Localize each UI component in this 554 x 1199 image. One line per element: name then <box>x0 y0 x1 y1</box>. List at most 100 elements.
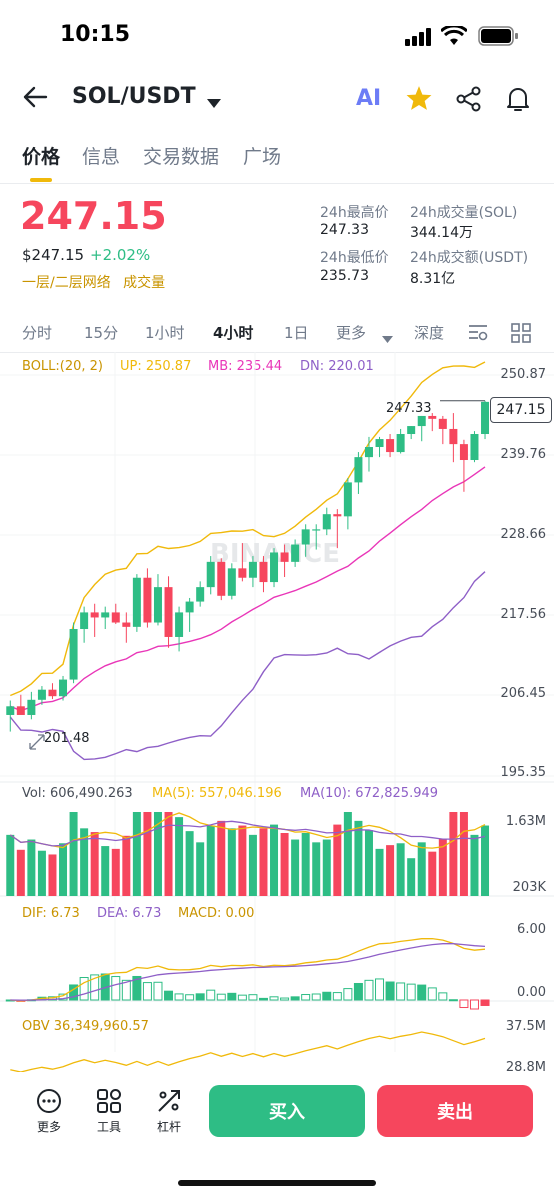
volume-bar <box>364 830 373 896</box>
tab-info[interactable]: 信息 <box>82 146 121 168</box>
ai-icon[interactable]: AI <box>356 86 382 111</box>
interval-timeshare[interactable]: 分时 <box>22 324 53 342</box>
candle-body <box>364 447 373 458</box>
candle <box>59 675 68 701</box>
interval-1d[interactable]: 1日 <box>284 324 309 342</box>
sell-button[interactable]: 卖出 <box>377 1085 533 1137</box>
expand-icon[interactable] <box>28 733 46 755</box>
low-value: 235.73 <box>320 268 369 284</box>
volume-bar <box>396 843 405 896</box>
interval-4h[interactable]: 4小时 <box>213 324 254 342</box>
depth-tab[interactable]: 深度 <box>414 324 445 342</box>
candle-body <box>217 561 226 596</box>
network-tag[interactable]: 一层/二层网络 <box>22 275 111 291</box>
volume-bar <box>27 839 36 896</box>
candle <box>301 524 310 557</box>
macd-bar <box>248 994 258 1001</box>
volume-bar <box>196 842 205 896</box>
last-price: 247.15 <box>20 194 167 238</box>
chevron-down-icon[interactable] <box>207 93 221 112</box>
volume-bar <box>59 843 68 896</box>
active-tab-indicator <box>30 178 52 182</box>
candle-body <box>280 552 289 562</box>
volume-bar <box>80 828 89 896</box>
tools-button[interactable]: 工具 <box>89 1088 129 1135</box>
leverage-button[interactable]: 杠杆 <box>149 1088 189 1135</box>
candle-body <box>407 426 416 435</box>
volume-bar <box>69 812 78 896</box>
candle-body <box>90 612 99 618</box>
macd-bar <box>185 994 195 1001</box>
share-icon[interactable] <box>456 86 482 116</box>
volume-tag[interactable]: 成交量 <box>123 275 166 291</box>
bell-icon[interactable] <box>506 85 530 117</box>
layout-grid-icon[interactable] <box>511 323 531 347</box>
macd-bar <box>343 988 353 1001</box>
interval-1h[interactable]: 1小时 <box>145 324 185 342</box>
volume-bar <box>153 812 162 896</box>
current-price-tag[interactable]: 247.15 <box>490 397 552 423</box>
volume-bar <box>407 858 416 896</box>
chart-canvas[interactable]: BINANCE <box>0 352 554 1072</box>
back-icon[interactable] <box>22 86 48 112</box>
volume-bars <box>6 812 490 896</box>
vol-ma5-line <box>9 812 486 849</box>
candle-body <box>375 439 384 448</box>
divider <box>0 183 554 184</box>
candle <box>438 415 447 445</box>
macd-y-tick: 6.00 <box>517 922 546 937</box>
volume-bar <box>16 849 25 896</box>
candle <box>206 556 215 595</box>
macd-bar <box>417 984 427 1001</box>
tab-square[interactable]: 广场 <box>243 146 282 168</box>
volume-bar <box>312 842 321 896</box>
interval-15m[interactable]: 15分 <box>84 324 119 342</box>
candle <box>69 622 78 684</box>
volume-bar <box>217 820 226 896</box>
favorite-star-icon[interactable] <box>405 85 433 115</box>
divider <box>0 352 554 353</box>
buy-button[interactable]: 买入 <box>209 1085 365 1137</box>
candle <box>280 544 289 578</box>
chevron-down-icon[interactable] <box>382 328 393 347</box>
pair-selector[interactable]: SOL/USDT <box>72 84 196 109</box>
volume-bar <box>164 812 173 896</box>
candle-body <box>322 514 331 530</box>
candle <box>375 436 384 458</box>
candle <box>481 400 490 440</box>
y-tick: 228.66 <box>500 527 547 542</box>
candle-body <box>343 482 352 517</box>
dea-label: DEA: 6.73 <box>97 906 162 921</box>
candle-body <box>417 415 426 427</box>
interval-more[interactable]: 更多 <box>336 324 367 342</box>
obv-y-tick: 37.5M <box>505 1019 546 1034</box>
candle <box>6 700 15 732</box>
more-button[interactable]: 更多 <box>29 1088 69 1135</box>
candle <box>90 603 99 637</box>
boll-lines <box>9 361 486 761</box>
macd-y-tick: 0.00 <box>517 985 546 1000</box>
volume-label: 24h成交量(SOL) <box>410 205 518 221</box>
macd-bar <box>142 982 152 1001</box>
candle <box>322 507 331 536</box>
candle <box>312 524 321 550</box>
price-change: +2.02% <box>90 246 151 264</box>
candle <box>196 581 205 607</box>
macd-bar <box>227 992 237 1001</box>
volume-bar <box>248 834 257 896</box>
tools-label: 工具 <box>96 1120 121 1134</box>
indicator-settings-icon[interactable] <box>468 323 488 345</box>
high-label: 24h最高价 <box>320 205 389 221</box>
candle-body <box>459 444 468 461</box>
tab-trading-data[interactable]: 交易数据 <box>143 146 220 168</box>
candle <box>101 606 110 630</box>
volume-bar <box>470 834 479 896</box>
candle <box>291 539 300 567</box>
tab-price[interactable]: 价格 <box>22 146 61 168</box>
volume-bar <box>270 824 279 896</box>
candle-body <box>396 434 405 453</box>
category-tags[interactable]: 一层/二层网络 成交量 <box>22 272 165 292</box>
candle <box>132 574 141 632</box>
candle-body <box>164 587 173 637</box>
candle-body <box>301 529 310 545</box>
